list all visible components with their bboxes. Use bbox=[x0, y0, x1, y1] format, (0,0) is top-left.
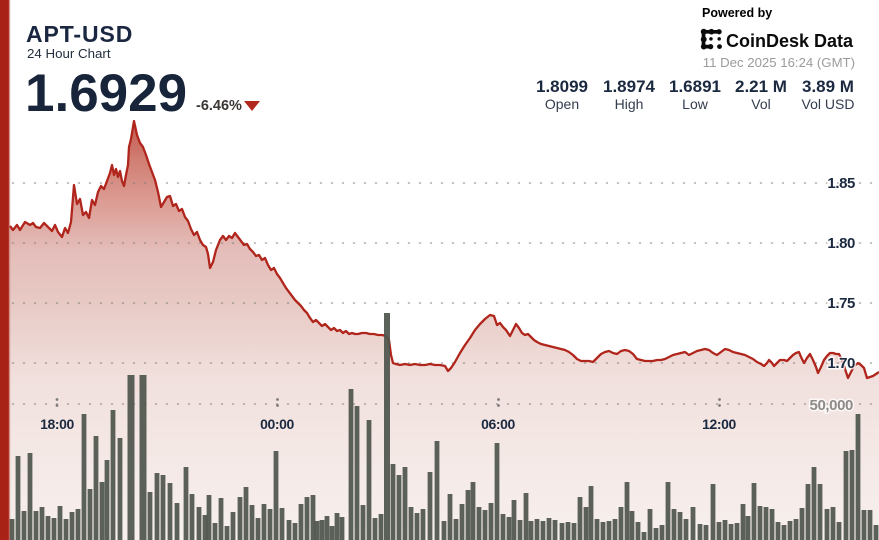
svg-text:18:00: 18:00 bbox=[40, 416, 74, 432]
svg-text:1.70: 1.70 bbox=[827, 355, 855, 372]
svg-text:1.75: 1.75 bbox=[827, 295, 855, 312]
svg-text:50,000: 50,000 bbox=[810, 397, 854, 414]
svg-text:1.85: 1.85 bbox=[827, 175, 855, 192]
svg-text:00:00: 00:00 bbox=[260, 416, 294, 432]
svg-text:1.80: 1.80 bbox=[827, 235, 855, 252]
svg-text:12:00: 12:00 bbox=[702, 416, 736, 432]
svg-text:06:00: 06:00 bbox=[481, 416, 515, 432]
